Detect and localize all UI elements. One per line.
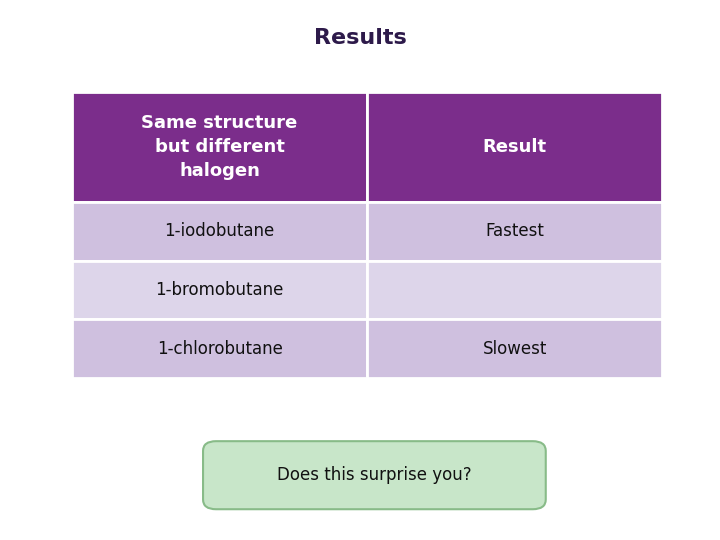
FancyBboxPatch shape: [367, 319, 662, 378]
FancyBboxPatch shape: [72, 92, 367, 202]
FancyBboxPatch shape: [367, 261, 662, 319]
FancyBboxPatch shape: [72, 319, 367, 378]
FancyBboxPatch shape: [72, 202, 367, 261]
Text: Does this surprise you?: Does this surprise you?: [277, 466, 472, 484]
FancyBboxPatch shape: [203, 441, 546, 509]
Text: Result: Result: [482, 138, 547, 156]
Text: Slowest: Slowest: [482, 340, 547, 357]
Text: Same structure
but different
halogen: Same structure but different halogen: [141, 113, 298, 180]
FancyBboxPatch shape: [367, 92, 662, 202]
Text: 1-bromobutane: 1-bromobutane: [156, 281, 284, 299]
Text: Results: Results: [314, 28, 406, 48]
Text: 1-iodobutane: 1-iodobutane: [164, 222, 275, 240]
FancyBboxPatch shape: [367, 202, 662, 261]
FancyBboxPatch shape: [72, 261, 367, 319]
Text: 1-chlorobutane: 1-chlorobutane: [157, 340, 282, 357]
Text: Fastest: Fastest: [485, 222, 544, 240]
